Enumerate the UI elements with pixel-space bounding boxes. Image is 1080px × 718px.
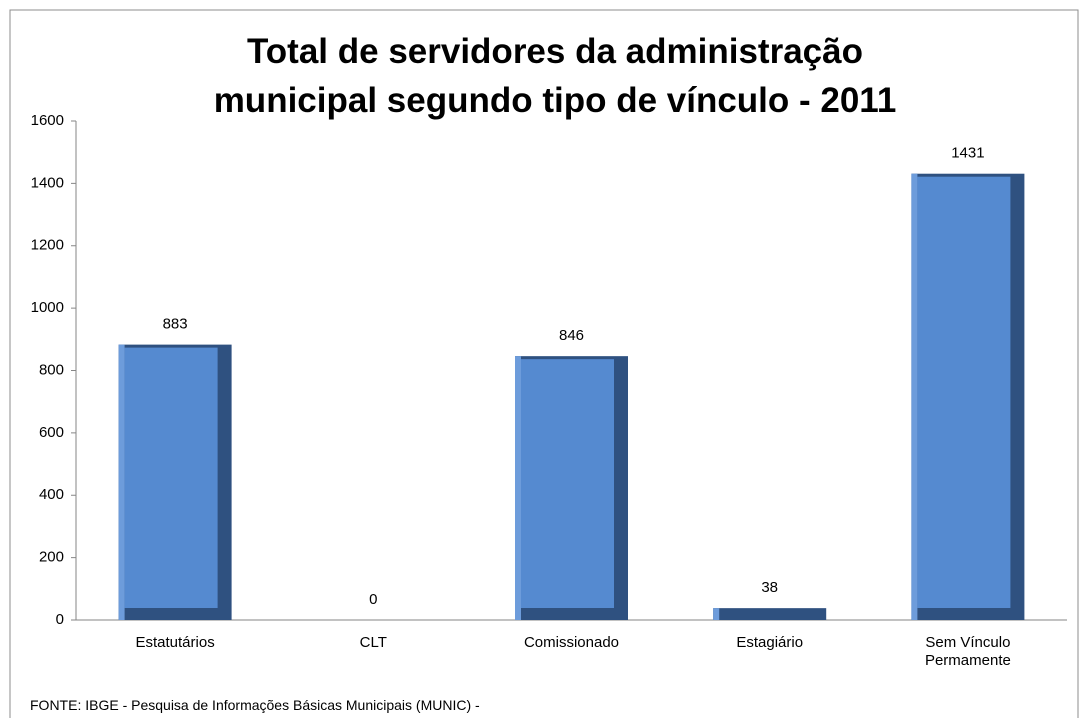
- chart-title: Total de servidores da administração: [247, 32, 863, 71]
- y-tick-label: 800: [39, 361, 64, 378]
- source-note: FONTE: IBGE - Pesquisa de Informações Bá…: [30, 697, 480, 713]
- bar: [124, 347, 218, 608]
- y-tick-label: 400: [39, 486, 64, 503]
- value-label: 846: [559, 327, 584, 344]
- y-tick-label: 600: [39, 424, 64, 441]
- x-tick-label: CLT: [360, 634, 387, 651]
- chart-title: municipal segundo tipo de vínculo - 2011: [214, 81, 897, 120]
- y-tick-label: 1400: [31, 174, 64, 191]
- x-tick-label: Estagiário: [736, 634, 803, 651]
- y-tick-label: 1600: [31, 112, 64, 129]
- y-tick-label: 200: [39, 549, 64, 566]
- x-tick-label: Comissionado: [524, 634, 619, 651]
- bar: [521, 359, 614, 608]
- bar-edge: [515, 356, 521, 620]
- y-tick-label: 1000: [31, 299, 64, 316]
- bar-edge: [713, 608, 720, 620]
- value-label: 0: [369, 591, 377, 608]
- bar-body: [713, 608, 827, 620]
- bar-edge: [911, 173, 918, 620]
- value-label: 883: [163, 316, 188, 333]
- value-label: 1431: [951, 145, 984, 162]
- value-label: 38: [761, 579, 778, 596]
- bar-edge: [118, 344, 125, 620]
- y-tick-label: 0: [56, 611, 64, 628]
- y-tick-label: 1200: [31, 237, 64, 254]
- x-tick-label: Estatutários: [135, 634, 214, 651]
- bar: [917, 176, 1011, 608]
- x-tick-label: Sem Vínculo Permamente: [925, 634, 1011, 669]
